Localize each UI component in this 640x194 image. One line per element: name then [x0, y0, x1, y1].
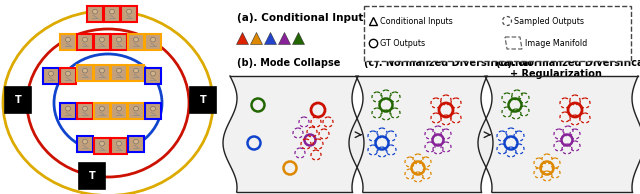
FancyBboxPatch shape: [94, 138, 110, 154]
FancyBboxPatch shape: [190, 87, 216, 113]
Circle shape: [127, 9, 131, 14]
FancyBboxPatch shape: [111, 103, 127, 119]
FancyBboxPatch shape: [79, 163, 105, 189]
Circle shape: [116, 37, 122, 42]
FancyBboxPatch shape: [43, 68, 59, 84]
Text: (a). Conditional Inputs: (a). Conditional Inputs: [237, 13, 369, 23]
FancyBboxPatch shape: [145, 68, 161, 84]
Text: T: T: [88, 171, 95, 181]
Circle shape: [100, 106, 104, 111]
Circle shape: [83, 37, 88, 42]
FancyBboxPatch shape: [364, 5, 630, 61]
Circle shape: [65, 71, 70, 76]
Circle shape: [100, 37, 104, 42]
Text: T: T: [15, 95, 21, 105]
Text: (d). Normalized Diversification: (d). Normalized Diversification: [496, 58, 640, 68]
FancyBboxPatch shape: [128, 65, 144, 81]
Circle shape: [93, 9, 97, 14]
Circle shape: [83, 139, 88, 144]
Circle shape: [65, 106, 70, 111]
Circle shape: [109, 9, 115, 14]
Circle shape: [134, 139, 138, 144]
Text: Sampled Outputs: Sampled Outputs: [514, 16, 584, 25]
FancyBboxPatch shape: [60, 34, 76, 50]
FancyBboxPatch shape: [94, 34, 110, 50]
Text: (b). Mode Collapse: (b). Mode Collapse: [237, 58, 340, 68]
Circle shape: [134, 106, 138, 111]
Circle shape: [134, 37, 138, 42]
Text: Image Manifold: Image Manifold: [525, 38, 588, 48]
FancyBboxPatch shape: [77, 103, 93, 119]
Circle shape: [49, 71, 53, 76]
FancyBboxPatch shape: [111, 65, 127, 81]
FancyBboxPatch shape: [77, 34, 93, 50]
Text: GT Outputs: GT Outputs: [380, 38, 425, 48]
Circle shape: [116, 106, 122, 111]
FancyBboxPatch shape: [5, 87, 31, 113]
Circle shape: [83, 106, 88, 111]
Circle shape: [150, 106, 156, 111]
FancyBboxPatch shape: [128, 34, 144, 50]
Text: (c). Normalized Diversification: (c). Normalized Diversification: [364, 58, 532, 68]
Text: Conditional Inputs: Conditional Inputs: [380, 16, 452, 25]
FancyBboxPatch shape: [111, 34, 127, 50]
Circle shape: [100, 141, 104, 146]
FancyBboxPatch shape: [104, 6, 120, 22]
Circle shape: [150, 71, 156, 76]
FancyBboxPatch shape: [128, 136, 144, 152]
Text: + Regularization: + Regularization: [510, 69, 602, 79]
Circle shape: [100, 68, 104, 73]
FancyBboxPatch shape: [128, 103, 144, 119]
Circle shape: [116, 141, 122, 146]
FancyBboxPatch shape: [87, 6, 103, 22]
FancyBboxPatch shape: [145, 34, 161, 50]
Text: T: T: [200, 95, 206, 105]
Circle shape: [134, 68, 138, 73]
Circle shape: [150, 37, 156, 42]
FancyBboxPatch shape: [77, 136, 93, 152]
FancyBboxPatch shape: [94, 65, 110, 81]
FancyBboxPatch shape: [94, 103, 110, 119]
Circle shape: [116, 68, 122, 73]
FancyBboxPatch shape: [60, 68, 76, 84]
Circle shape: [83, 68, 88, 73]
FancyBboxPatch shape: [111, 138, 127, 154]
FancyBboxPatch shape: [121, 6, 137, 22]
FancyBboxPatch shape: [77, 65, 93, 81]
FancyBboxPatch shape: [60, 103, 76, 119]
FancyBboxPatch shape: [145, 103, 161, 119]
Circle shape: [65, 37, 70, 42]
